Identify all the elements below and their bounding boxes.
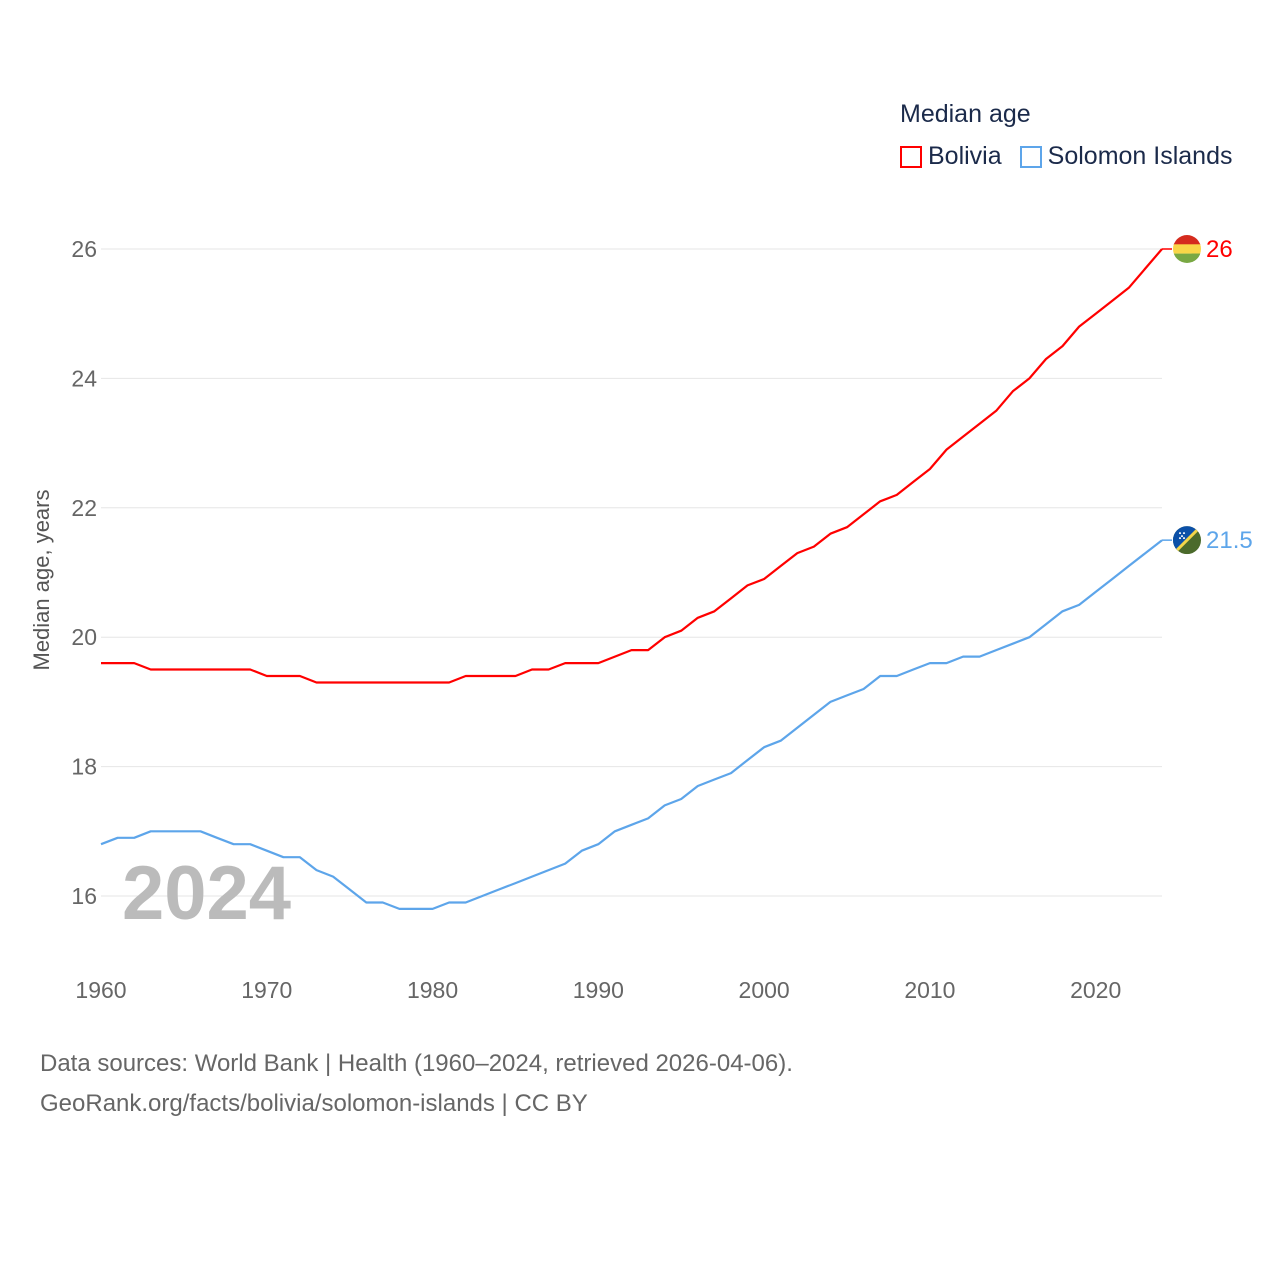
x-tick-label: 1970: [241, 977, 292, 1003]
bolivia-flag-icon: [1173, 235, 1201, 263]
series-line-bolivia: [101, 248, 1163, 684]
source-note: Data sources: World Bank | Health (1960–…: [40, 1044, 793, 1124]
source-line-2: GeoRank.org/facts/bolivia/solomon-island…: [40, 1090, 588, 1117]
y-tick-label: 16: [71, 883, 97, 909]
y-axis-label: Median age, years: [29, 489, 54, 671]
legend-swatch-solomon-islands: [1019, 145, 1042, 168]
legend-label: Bolivia: [928, 142, 1002, 170]
x-tick-label: 2020: [1070, 977, 1121, 1003]
legend-item-bolivia[interactable]: Bolivia: [900, 142, 1002, 171]
y-tick-label: 22: [71, 495, 97, 521]
legend-title: Median age: [900, 100, 1031, 128]
source-line-1: Data sources: World Bank | Health (1960–…: [40, 1050, 793, 1077]
x-tick-label: 2010: [904, 977, 955, 1003]
legend-swatch-bolivia: [900, 145, 922, 168]
x-tick-label: 1960: [75, 977, 126, 1003]
x-tick-label: 2000: [739, 977, 790, 1003]
legend-item-solomon-islands[interactable]: Solomon Islands: [1019, 142, 1233, 171]
end-value-label: 26: [1206, 236, 1233, 263]
year-watermark: 2024: [122, 851, 292, 936]
y-tick-label: 24: [71, 365, 97, 391]
x-tick-label: 1980: [407, 977, 458, 1003]
y-tick-label: 20: [71, 624, 97, 650]
solomon-islands-flag-icon: [1173, 526, 1201, 555]
legend-label: Solomon Islands: [1047, 142, 1233, 170]
y-tick-label: 26: [71, 236, 97, 262]
x-tick-label: 1990: [573, 977, 624, 1003]
legend: Bolivia Solomon Islands: [900, 142, 1232, 171]
series-line-solomon-islands: [100, 539, 1163, 910]
end-value-label: 21.5: [1206, 527, 1253, 554]
y-tick-label: 18: [71, 754, 97, 780]
